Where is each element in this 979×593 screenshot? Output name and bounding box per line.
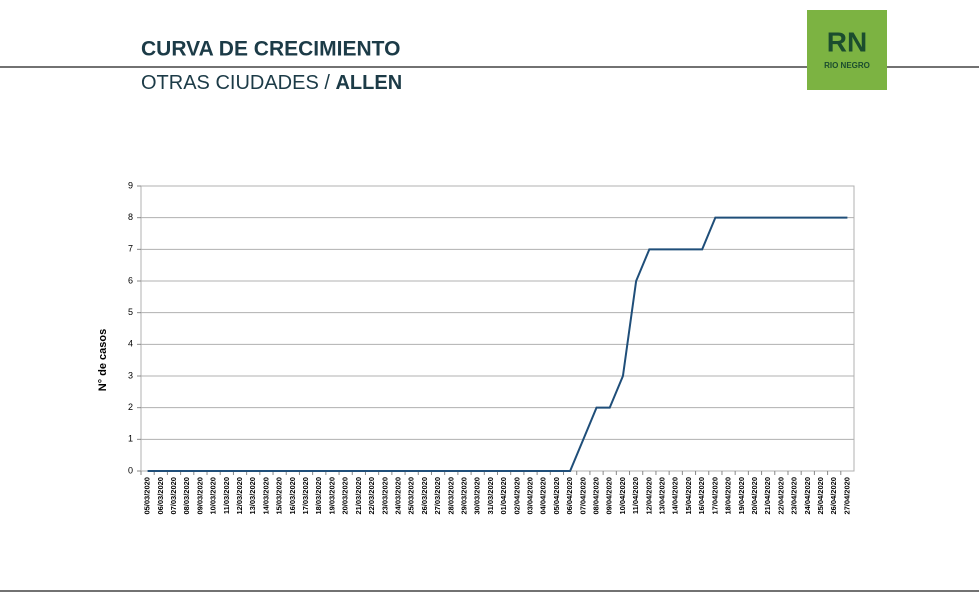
x-tick-label: 31/03/2020 [486, 477, 495, 515]
y-tick-label: 9 [128, 180, 133, 190]
x-tick-label: 05/03/2020 [143, 477, 152, 515]
logo [807, 10, 887, 90]
x-tick-label: 27/04/2020 [842, 477, 851, 515]
x-tick-label: 26/03/2020 [420, 477, 429, 515]
x-tick-label: 16/04/2020 [697, 477, 706, 515]
x-tick-label: 11/03/2020 [222, 477, 231, 514]
slide-subtitle: OTRAS CIUDADES / ALLEN [141, 72, 402, 94]
x-tick-label: 07/04/2020 [578, 477, 587, 515]
x-tick-label: 05/04/2020 [552, 477, 561, 515]
x-tick-label: 24/03/2020 [393, 477, 402, 515]
x-tick-label: 12/04/2020 [644, 477, 653, 515]
x-tick-label: 21/03/2020 [354, 477, 363, 515]
x-tick-label: 18/03/2020 [314, 477, 323, 515]
x-tick-label: 14/03/2020 [261, 477, 270, 515]
x-tick-label: 06/04/2020 [565, 477, 574, 515]
x-tick-label: 02/04/2020 [512, 477, 521, 515]
x-tick-label: 09/04/2020 [605, 477, 614, 515]
logo-name: RIO NEGRO [824, 61, 870, 70]
x-tick-label: 06/03/2020 [156, 477, 165, 515]
x-tick-label: 23/03/2020 [380, 477, 389, 515]
x-tick-label: 29/03/2020 [459, 477, 468, 515]
subtitle-prefix: OTRAS CIUDADES / [141, 72, 330, 94]
x-tick-label: 28/03/2020 [446, 477, 455, 515]
x-tick-label: 13/04/2020 [658, 477, 667, 515]
x-tick-label: 17/03/2020 [301, 477, 310, 515]
y-tick-label: 4 [128, 339, 133, 349]
x-tick-label: 15/04/2020 [684, 477, 693, 515]
x-tick-label: 21/04/2020 [763, 477, 772, 515]
y-tick-label: 3 [128, 370, 133, 380]
y-tick-label: 6 [128, 275, 133, 285]
x-tick-label: 14/04/2020 [671, 477, 680, 515]
y-tick-label: 8 [128, 212, 133, 222]
x-tick-label: 19/04/2020 [737, 477, 746, 515]
x-tick-label: 20/04/2020 [750, 477, 759, 515]
data-line [147, 216, 848, 472]
y-axis-label: N° de casos [97, 329, 109, 391]
logo-mark: RN [827, 26, 867, 57]
x-tick-label: 03/04/2020 [525, 477, 534, 515]
y-tick-label: 7 [128, 244, 133, 254]
x-tick-label: 16/03/2020 [288, 477, 297, 515]
x-tick-label: 11/04/2020 [631, 477, 640, 514]
x-tick-label: 23/04/2020 [790, 477, 799, 515]
x-tick-label: 01/04/2020 [499, 477, 508, 515]
y-tick-label: 1 [128, 434, 133, 444]
x-tick-label: 12/03/2020 [235, 477, 244, 515]
x-tick-label: 13/03/2020 [248, 477, 257, 515]
y-tick-label: 0 [128, 465, 133, 475]
x-tick-label: 15/03/2020 [275, 477, 284, 515]
x-tick-label: 04/04/2020 [539, 477, 548, 515]
x-tick-label: 25/04/2020 [816, 477, 825, 515]
x-tick-label: 27/03/2020 [433, 477, 442, 515]
x-tick-label: 18/04/2020 [724, 477, 733, 515]
x-tick-label: 08/03/2020 [182, 477, 191, 515]
x-tick-label: 19/03/2020 [327, 477, 336, 515]
y-tick-label: 5 [128, 307, 133, 317]
x-tick-label: 20/03/2020 [341, 477, 350, 515]
x-tick-label: 07/03/2020 [169, 477, 178, 515]
x-tick-label: 25/03/2020 [407, 477, 416, 515]
x-tick-label: 10/03/2020 [209, 477, 218, 515]
y-tick-label: 2 [128, 402, 133, 412]
x-tick-label: 26/04/2020 [829, 477, 838, 515]
subtitle-city: ALLEN [335, 72, 402, 94]
plot-frame [140, 185, 855, 472]
x-tick-label: 17/04/2020 [710, 477, 719, 515]
x-tick-label: 22/03/2020 [367, 477, 376, 515]
x-tick-label: 24/04/2020 [803, 477, 812, 515]
x-tick-label: 10/04/2020 [618, 477, 627, 515]
x-tick-label: 09/03/2020 [195, 477, 204, 515]
slide-title: CURVA DE CRECIMIENTO [141, 38, 400, 61]
x-tick-label: 08/04/2020 [592, 477, 601, 515]
x-tick-label: 22/04/2020 [776, 477, 785, 515]
x-tick-label: 30/03/2020 [473, 477, 482, 515]
